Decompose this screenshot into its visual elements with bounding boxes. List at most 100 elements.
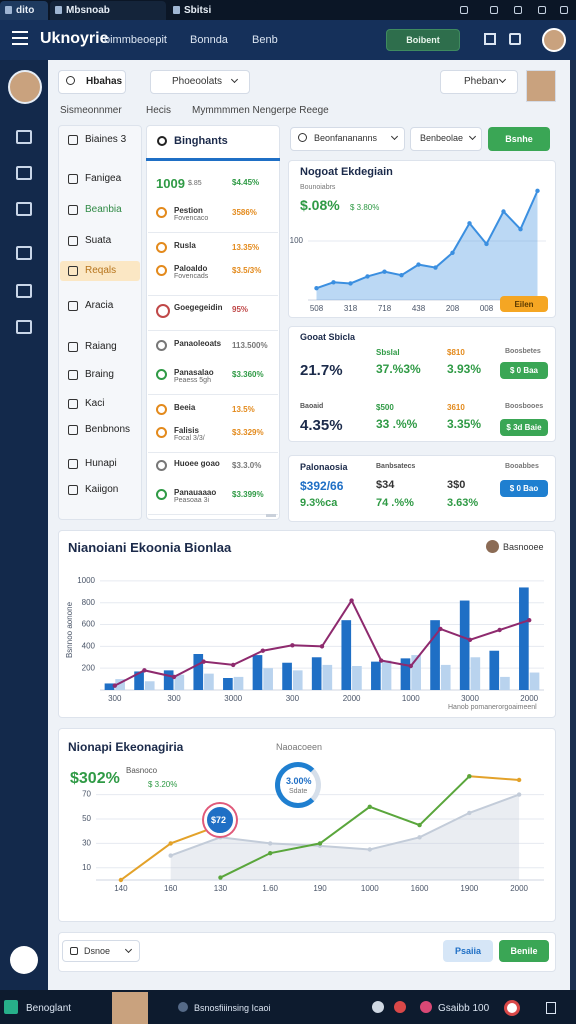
y-tick-label: 200	[82, 663, 96, 672]
list-panel	[146, 125, 280, 520]
icon[interactable]	[509, 33, 521, 45]
footer-dropdown[interactable]	[62, 940, 140, 962]
bar	[223, 678, 233, 690]
nav-icon	[68, 174, 78, 184]
row-icon	[156, 489, 167, 500]
point	[118, 877, 124, 883]
nav-item[interactable]: Reqals	[85, 265, 117, 276]
y-tick-label: 50	[82, 814, 91, 823]
trend-button[interactable]: Eilen	[500, 296, 548, 312]
x-tick-label: 1900	[460, 884, 478, 893]
footer-button[interactable]: Benile	[499, 940, 549, 962]
nav-item[interactable]: Kaiigon	[85, 484, 119, 495]
point	[379, 658, 384, 663]
bar	[204, 673, 214, 690]
filter-search[interactable]	[290, 127, 405, 151]
nav-icon	[68, 425, 78, 435]
nav-item[interactable]: Braing	[85, 369, 114, 380]
window-control[interactable]	[490, 6, 498, 14]
point	[382, 269, 387, 274]
stats-subcell: 74 .%%	[376, 497, 414, 509]
breadcrumb[interactable]: Hecis	[146, 105, 172, 116]
nav-item[interactable]: Fanigea	[85, 173, 122, 184]
bar	[500, 676, 510, 690]
bar	[115, 679, 125, 690]
tab[interactable]	[50, 1, 166, 20]
window-control[interactable]	[538, 6, 546, 14]
tab[interactable]	[168, 1, 258, 20]
row-label[interactable]: Pestion	[174, 206, 203, 215]
bar	[459, 600, 470, 690]
nav-item[interactable]: Hunapi	[85, 458, 117, 469]
nav-item[interactable]: Benbnons	[85, 424, 131, 435]
sidebar-icon[interactable]	[16, 130, 32, 144]
stats-button[interactable]: $ 3d Baie	[500, 419, 548, 436]
dropdown[interactable]	[150, 70, 250, 94]
filter-dropdown[interactable]	[410, 127, 482, 151]
bar	[381, 660, 392, 690]
bar	[292, 670, 303, 690]
header-link[interactable]: Bonnda	[190, 34, 228, 46]
row-icon	[156, 207, 167, 218]
point	[535, 188, 540, 194]
sidebar-icon[interactable]	[16, 246, 32, 260]
taskbar-window[interactable]: Bsnosfiiinsing Icaoi	[194, 1003, 271, 1013]
row-label[interactable]: Goegegeidin	[174, 303, 223, 312]
row-label[interactable]: 1009	[156, 176, 185, 191]
profile-dropdown[interactable]	[440, 70, 518, 94]
growth-card	[58, 728, 556, 922]
sidebar-icon[interactable]	[16, 284, 32, 298]
y-tick-label: 30	[82, 839, 91, 848]
point	[290, 643, 295, 648]
bar	[233, 676, 244, 690]
window-control[interactable]	[560, 6, 568, 14]
header-button[interactable]: Boibent	[386, 29, 460, 51]
x-tick-label: 160	[164, 884, 178, 893]
icon[interactable]	[484, 33, 496, 45]
stats-button[interactable]: $ 0 Bao	[500, 480, 548, 497]
row-label[interactable]: Paloaldo	[174, 264, 208, 273]
row-value: $3.329%	[232, 428, 264, 437]
nav-item[interactable]: Kaci	[85, 398, 105, 409]
row-value: $3.3.0%	[232, 461, 262, 470]
stats-button[interactable]: $ 0 Baa	[500, 362, 548, 379]
filter-button[interactable]: Bsnhe	[488, 127, 550, 151]
row-divider	[148, 232, 278, 233]
row-divider	[148, 330, 278, 331]
footer-button[interactable]: Psaiia	[443, 940, 493, 962]
header-link[interactable]: Benb	[252, 34, 278, 46]
breadcrumb[interactable]: Sismeonnmer	[60, 105, 122, 116]
row-sub: Peaess 5gh	[174, 377, 211, 384]
search-icon	[298, 133, 307, 142]
row-label[interactable]: Panaoleoats	[174, 339, 222, 348]
nav-item[interactable]: Biaines 3	[85, 134, 127, 145]
sidebar-icon[interactable]	[16, 320, 32, 334]
row-label[interactable]: Panasalao	[174, 368, 214, 377]
window-control[interactable]	[514, 6, 522, 14]
nav-item[interactable]: Raiang	[85, 341, 117, 352]
breadcrumb[interactable]: Mymmmmen Nengerpe Reege	[192, 105, 329, 116]
row-label[interactable]: Huoee goao	[174, 459, 220, 468]
nav-item[interactable]: Aracia	[85, 300, 114, 311]
nav-item[interactable]: Suata	[85, 235, 112, 246]
bubble-value: $72	[211, 815, 227, 825]
taskbar-app[interactable]: Benoglant	[26, 1003, 72, 1014]
window-control[interactable]	[460, 6, 468, 14]
x-tick-label: 130	[214, 884, 228, 893]
row-label[interactable]: Rusla	[174, 241, 196, 250]
x-tick-label: 300	[286, 694, 300, 703]
point	[438, 626, 443, 632]
sidebar-icon[interactable]	[16, 202, 32, 216]
row-value: $3.399%	[232, 490, 264, 499]
row-label[interactable]: Panauaaao	[174, 488, 217, 497]
footer-dropdown-text: Dsnoe	[84, 946, 111, 956]
nav-item[interactable]: Beanbia	[85, 204, 122, 215]
row-label[interactable]: Beeia	[174, 403, 196, 412]
row-label[interactable]: Falisis	[174, 426, 199, 435]
tab[interactable]	[0, 1, 48, 20]
point	[516, 792, 522, 797]
bar	[104, 683, 115, 690]
x-tick-label: 140	[114, 884, 128, 893]
sidebar-icon[interactable]	[16, 166, 32, 180]
point	[231, 662, 236, 668]
